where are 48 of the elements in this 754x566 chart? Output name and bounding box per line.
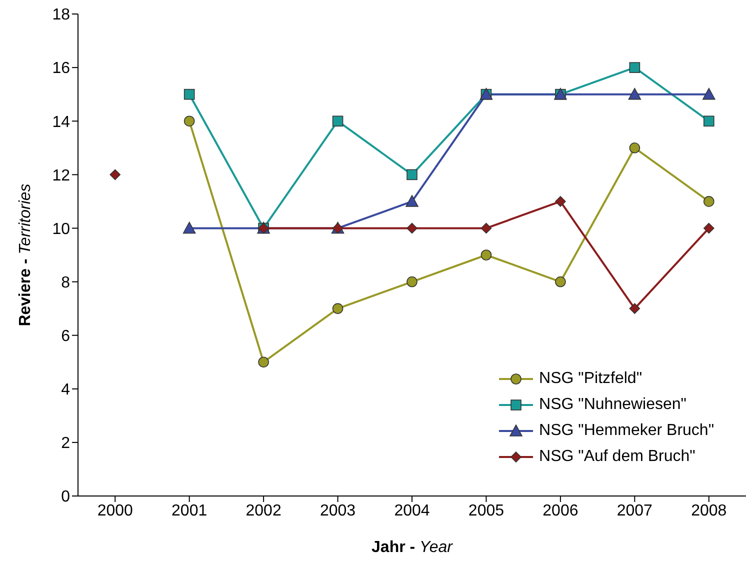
y-tick-label: 14 [52, 114, 70, 131]
y-tick-label: 0 [61, 488, 70, 506]
point [480, 250, 492, 260]
legend-label: NSG "Nuhnewiesen" [539, 395, 686, 415]
point [332, 303, 344, 314]
y-axis-title: Reviere - Territories [17, 184, 34, 326]
point [629, 303, 640, 314]
x-tick-label: 2002 [246, 502, 282, 520]
point [406, 276, 418, 288]
point [406, 169, 418, 180]
point [555, 196, 566, 207]
point [184, 116, 195, 127]
x-tick-label: 2008 [691, 502, 727, 520]
point [628, 88, 642, 100]
legend-label: NSG "Pitzfeld" [539, 369, 642, 389]
point [703, 116, 714, 127]
x-tick-label: 2007 [616, 502, 653, 520]
point [332, 116, 344, 127]
x-tick-label: 2001 [172, 502, 208, 520]
point [258, 356, 269, 368]
point [182, 222, 196, 234]
x-tick-label: 2004 [394, 502, 430, 520]
point [629, 62, 640, 73]
point [555, 276, 566, 288]
y-tick-label: 4 [61, 382, 70, 399]
x-tick-label: 2003 [320, 502, 356, 520]
point [629, 142, 640, 154]
point [406, 222, 418, 234]
point [184, 88, 195, 100]
x-tick-label: 2006 [542, 502, 578, 520]
point [480, 222, 492, 234]
y-tick-label: 2 [61, 435, 70, 452]
point [110, 169, 121, 180]
y-tick-label: 10 [52, 220, 70, 238]
x-axis-title: Jahr - Year [372, 539, 454, 556]
legend-label: NSG "Auf dem Bruch" [539, 447, 696, 467]
point [702, 88, 716, 100]
point [406, 195, 418, 207]
y-tick-label: 16 [52, 60, 70, 78]
y-tick-label: 18 [52, 6, 70, 24]
x-tick-label: 2000 [97, 502, 134, 520]
point [703, 222, 714, 234]
legend-label: NSG "Hemmeker Bruch" [539, 421, 714, 441]
y-tick-label: 6 [61, 328, 70, 346]
point [703, 196, 714, 207]
x-tick-label: 2005 [468, 502, 504, 520]
y-tick-label: 8 [61, 274, 70, 292]
y-tick-label: 12 [52, 167, 70, 184]
